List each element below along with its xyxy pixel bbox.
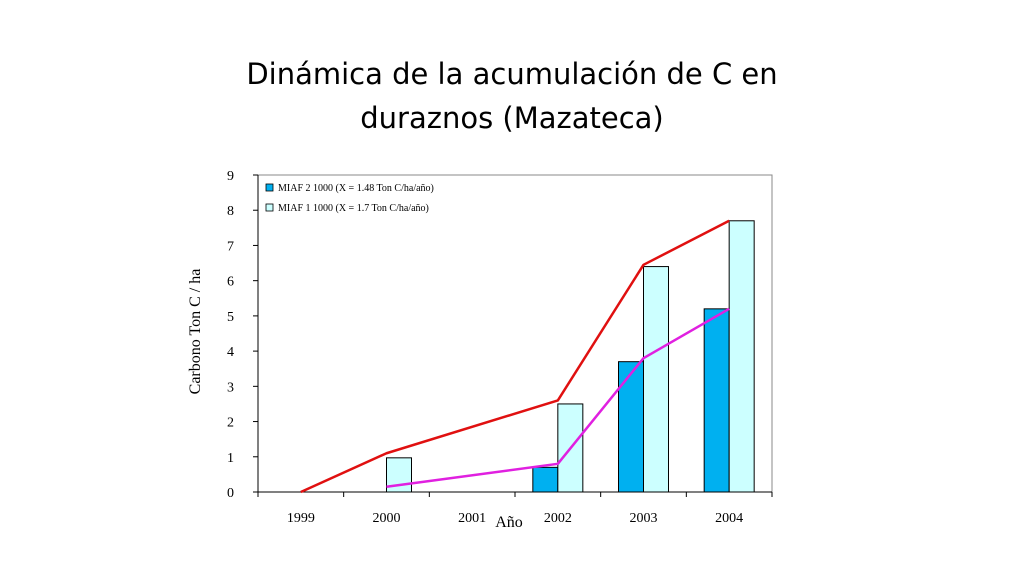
x-tick-label: 2000 (373, 511, 401, 526)
x-tick-label: 1999 (287, 511, 315, 526)
y-tick-label: 4 (227, 345, 234, 360)
bar-miaf2-2002 (532, 466, 559, 493)
legend-label-2: MIAF 1 1000 (X = 1.7 Ton C/ha/año) (278, 203, 429, 214)
x-tick-label: 2001 (458, 511, 486, 526)
trend-line-red (300, 219, 730, 494)
bar-miaf1-2004 (728, 220, 755, 493)
plot-area-border (257, 174, 773, 493)
y-tick-label: 1 (227, 451, 234, 466)
y-tick-label: 3 (227, 380, 234, 395)
y-tick-label: 2 (227, 416, 234, 431)
y-tick-label: 5 (227, 310, 234, 325)
y-tick-label: 6 (227, 275, 234, 290)
legend-label-1: MIAF 2 1000 (X = 1.48 Ton C/ha/año) (278, 183, 434, 194)
title-line-2: duraznos (Mazateca) (360, 101, 664, 135)
x-tick-label: 2004 (715, 511, 743, 526)
y-tick-label: 9 (227, 169, 234, 184)
x-tick-label: 2002 (544, 511, 572, 526)
x-axis-title: Año (495, 514, 523, 531)
x-tick-label: 2003 (630, 511, 658, 526)
y-tick-label: 7 (227, 239, 234, 254)
y-tick-label: 8 (227, 204, 234, 219)
bar-miaf1-2003 (643, 266, 669, 493)
title-line-1: Dinámica de la acumulación de C en (246, 57, 778, 91)
y-tick-label: 0 (227, 486, 234, 501)
slide-title: Dinámica de la acumulación de C en duraz… (0, 52, 1024, 140)
bar-miaf2-2003 (618, 361, 644, 493)
bar-miaf2-2004 (703, 308, 730, 493)
legend-swatch-1 (265, 183, 274, 192)
trend-line-magenta (386, 307, 730, 488)
y-axis-title: Carbono Ton C / ha (187, 269, 204, 395)
legend-swatch-2 (265, 203, 274, 212)
